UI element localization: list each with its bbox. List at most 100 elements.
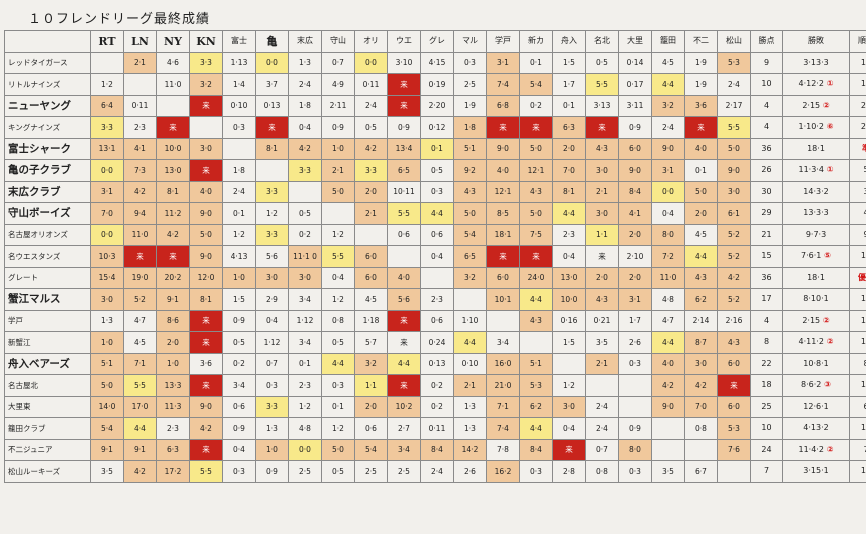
score-cell: 4·4 <box>420 202 454 225</box>
score-cell: 5·4 <box>519 73 553 96</box>
score-cell: 2·1 <box>585 352 619 375</box>
score-cell: 11·3 <box>156 395 190 418</box>
header-team: 名北 <box>585 30 619 53</box>
score-cell: 3·0 <box>684 352 718 375</box>
score-cell <box>222 137 256 160</box>
score-cell: 2·0 <box>618 266 652 289</box>
score-cell: 来 <box>189 374 223 397</box>
score-cell: 24·0 <box>519 266 553 289</box>
score-cell: 2·4 <box>717 73 751 96</box>
score-cell: 3·0 <box>585 159 619 182</box>
score-cell: 来 <box>189 159 223 182</box>
table-row: 名ウエスタンズ 10·3 来来 9·0 4·13 5·6 11·1 0 5·5 6·0 0·4 6·… <box>4 245 866 268</box>
rank-cell: 準 <box>849 137 866 160</box>
score-cell: 6·3 <box>156 438 190 461</box>
score-cell: 6·0 <box>618 137 652 160</box>
score-cell: 3·2 <box>354 352 388 375</box>
score-cell: 2·3 <box>420 288 454 311</box>
score-cell: 0·3 <box>321 374 355 397</box>
points-cell: 26 <box>750 159 783 182</box>
score-cell: 8·4 <box>519 438 553 461</box>
score-cell: 5·0 <box>189 223 223 246</box>
score-cell: 8·6 <box>156 309 190 332</box>
record-cell: 1·10·2 ⑥ <box>782 116 850 139</box>
rank-cell: 12 <box>849 245 866 268</box>
score-cell <box>651 417 685 440</box>
score-cell: 2·4 <box>585 395 619 418</box>
header-team: オリ <box>354 30 388 53</box>
score-cell: 1·9 <box>453 94 487 117</box>
score-cell: 0·8 <box>684 417 718 440</box>
rank-cell: 6 <box>849 395 866 418</box>
record-cell: 10·8·1 <box>782 352 850 375</box>
record-cell: 8·10·1 <box>782 288 850 311</box>
score-cell: 4·6 <box>156 51 190 74</box>
score-cell: 1·2 <box>321 417 355 440</box>
rank-cell: 4 <box>849 202 866 225</box>
team-name: 新蟹江 <box>4 331 91 354</box>
score-cell: 0·8 <box>321 309 355 332</box>
score-cell: 7·1 <box>123 352 157 375</box>
score-cell: 11·1 0 <box>288 245 322 268</box>
score-cell: 5·7 <box>354 331 388 354</box>
score-cell: 1·2 <box>288 395 322 418</box>
points-cell: 10 <box>750 417 783 440</box>
score-cell: 10·3 <box>90 245 124 268</box>
points-cell: 17 <box>750 288 783 311</box>
score-cell: 4·4 <box>552 202 586 225</box>
score-cell: 2·8 <box>552 460 586 483</box>
score-cell <box>618 395 652 418</box>
record-cell: 13·3·3 <box>782 202 850 225</box>
score-cell: 10·1 <box>486 288 520 311</box>
score-cell: 1·18 <box>354 309 388 332</box>
score-cell: 1·7 <box>618 309 652 332</box>
score-cell: 2·0 <box>684 202 718 225</box>
score-cell: 来 <box>156 116 190 139</box>
score-cell: 6·0 <box>354 266 388 289</box>
score-cell: 0·11 <box>420 417 454 440</box>
score-cell: 11·2 <box>156 202 190 225</box>
score-cell: 2·17 <box>717 94 751 117</box>
score-cell: 16·0 <box>486 352 520 375</box>
header-record: 勝敗 <box>782 30 850 53</box>
score-cell: 9·0 <box>651 137 685 160</box>
score-cell: 6·5 <box>453 245 487 268</box>
header-team: 舟入 <box>552 30 586 53</box>
record-cell: 12·6·1 <box>782 395 850 418</box>
score-cell: 0·4 <box>552 245 586 268</box>
score-cell: 1·10 <box>453 309 487 332</box>
score-cell: 0·9 <box>618 116 652 139</box>
team-name: 名古屋オリオンズ <box>4 223 91 246</box>
score-cell: 12·1 <box>486 180 520 203</box>
team-name: 籠田クラブ <box>4 417 91 440</box>
score-cell <box>156 94 190 117</box>
score-cell: 8·4 <box>420 438 454 461</box>
record-cell: 11·3·4 ① <box>782 159 850 182</box>
score-cell: 4·9 <box>321 73 355 96</box>
score-cell: 1·12 <box>255 331 289 354</box>
score-cell: 0·24 <box>420 331 454 354</box>
score-cell: 16·2 <box>486 460 520 483</box>
score-cell: 0·2 <box>519 94 553 117</box>
score-cell: 1·13 <box>222 51 256 74</box>
score-cell: 4·2 <box>354 137 388 160</box>
score-cell: 9·0 <box>651 395 685 418</box>
score-cell: 3·5 <box>651 460 685 483</box>
score-cell: 0·5 <box>222 331 256 354</box>
points-cell: 25 <box>750 395 783 418</box>
score-cell: 0·1 <box>519 51 553 74</box>
score-cell: 3·1 <box>486 51 520 74</box>
score-cell: 5·0 <box>321 438 355 461</box>
record-cell: 8·6·2 ③ <box>782 374 850 397</box>
score-cell: 5·2 <box>717 245 751 268</box>
score-cell: 来 <box>585 116 619 139</box>
score-cell: 0·12 <box>420 116 454 139</box>
score-cell: 7·0 <box>552 159 586 182</box>
points-cell: 9 <box>750 51 783 74</box>
score-cell: 5·5 <box>387 202 421 225</box>
score-cell <box>486 309 520 332</box>
score-cell: 1·3 <box>453 417 487 440</box>
score-cell <box>189 116 223 139</box>
score-cell: 2·16 <box>717 309 751 332</box>
table-row: ニューヤング 6·4 0·11 来 0·10 0·13 1·8 2·11 2·4 来 2·20 1·9… <box>4 94 866 117</box>
